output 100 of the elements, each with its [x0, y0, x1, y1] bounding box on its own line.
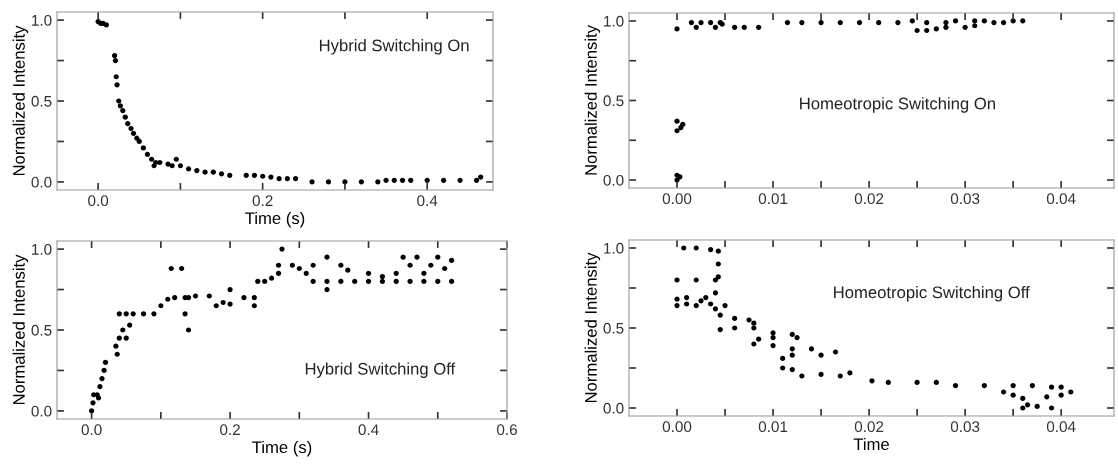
point [876, 19, 882, 26]
point [674, 26, 680, 32]
annotation: Hybrid Switching On [319, 39, 469, 55]
point [113, 74, 119, 80]
point [674, 128, 680, 134]
point [227, 172, 233, 179]
point [165, 161, 171, 167]
point [909, 18, 915, 24]
y-tick-label: 1.0 [32, 14, 52, 26]
point [408, 177, 414, 183]
point [309, 179, 315, 185]
point [186, 166, 192, 172]
x-tick-label: 0.03 [950, 193, 980, 205]
x-tick-label: 0.01 [758, 421, 788, 433]
point [895, 19, 901, 26]
point [114, 82, 120, 88]
point [202, 169, 208, 175]
point [117, 103, 123, 109]
point [358, 179, 364, 185]
x-tick-label: 0.04 [1046, 193, 1076, 205]
point [943, 24, 949, 30]
x-tick-label: 0.02 [854, 193, 884, 205]
y-tick-label: 0.5 [603, 95, 624, 107]
point [712, 24, 719, 30]
point [680, 121, 686, 127]
y-tick-label: 0.5 [603, 322, 624, 334]
point [924, 19, 930, 26]
point [383, 177, 389, 183]
point [157, 159, 163, 166]
point [284, 176, 290, 182]
y-tick-label: 0.5 [31, 324, 52, 336]
point [292, 176, 299, 182]
point [818, 19, 824, 26]
annotation: Homeotropic Switching Off [834, 286, 1030, 302]
point [962, 24, 968, 30]
point [952, 18, 959, 24]
point [972, 23, 978, 29]
y-tick-label: 0.5 [31, 95, 52, 107]
point [924, 27, 930, 34]
point [914, 27, 920, 34]
point [391, 177, 397, 183]
x-tick-label: 0.04 [1046, 421, 1076, 433]
point [732, 24, 738, 30]
x-tick-label: 0.00 [662, 421, 692, 433]
y-axis-title: Normalized Intensity [12, 254, 29, 405]
point [173, 156, 179, 162]
point [260, 173, 266, 179]
y-axis-title: Normalized Intensity [584, 252, 601, 403]
point [210, 169, 216, 175]
point [688, 19, 695, 26]
x-tick-label: 0.02 [854, 421, 884, 433]
point [1000, 19, 1007, 26]
y-tick-label: 1.0 [604, 15, 624, 27]
point [268, 174, 274, 180]
x-tick-label: 0.4 [358, 424, 379, 436]
point [943, 19, 949, 26]
point [130, 130, 137, 136]
point [837, 19, 843, 26]
point [981, 18, 987, 24]
y-tick-label: 0.0 [31, 405, 52, 417]
point [276, 176, 282, 182]
x-tick-label: 0.2 [252, 195, 273, 207]
point [478, 174, 484, 180]
point [856, 19, 863, 26]
x-tick-label: 0.03 [950, 421, 980, 433]
point [194, 167, 200, 174]
y-tick-label: 1.0 [32, 243, 52, 255]
x-tick-label: 0.01 [758, 193, 788, 205]
point [991, 19, 997, 26]
y-tick-label: 0.0 [31, 176, 52, 188]
x-axis-title: Time [853, 437, 889, 451]
point [441, 177, 447, 183]
point [756, 24, 762, 30]
point [1020, 18, 1026, 24]
point [698, 19, 704, 26]
point [112, 57, 119, 64]
point [169, 163, 175, 169]
point [111, 53, 118, 59]
point [457, 177, 463, 183]
point [325, 179, 332, 185]
point [251, 172, 258, 179]
y-tick-label: 1.0 [604, 242, 624, 254]
x-tick-label: 0.6 [496, 424, 517, 436]
point [693, 24, 699, 30]
point [218, 171, 225, 177]
point [120, 108, 126, 114]
point [136, 138, 142, 145]
annotation: Homeotropic Switching On [800, 97, 995, 113]
x-axis-title: Time (s) [245, 211, 305, 228]
point [424, 177, 430, 183]
point [149, 156, 155, 162]
x-tick-label: 0.0 [88, 195, 109, 207]
x-axis-title: Time (s) [252, 440, 312, 457]
x-tick-label: 0.2 [220, 424, 240, 436]
point [116, 98, 122, 104]
y-tick-label: 0.0 [603, 402, 624, 414]
x-tick-label: 0.00 [662, 193, 692, 205]
point [243, 172, 249, 179]
x-tick-label: 0.0 [81, 424, 102, 436]
point [125, 121, 131, 127]
